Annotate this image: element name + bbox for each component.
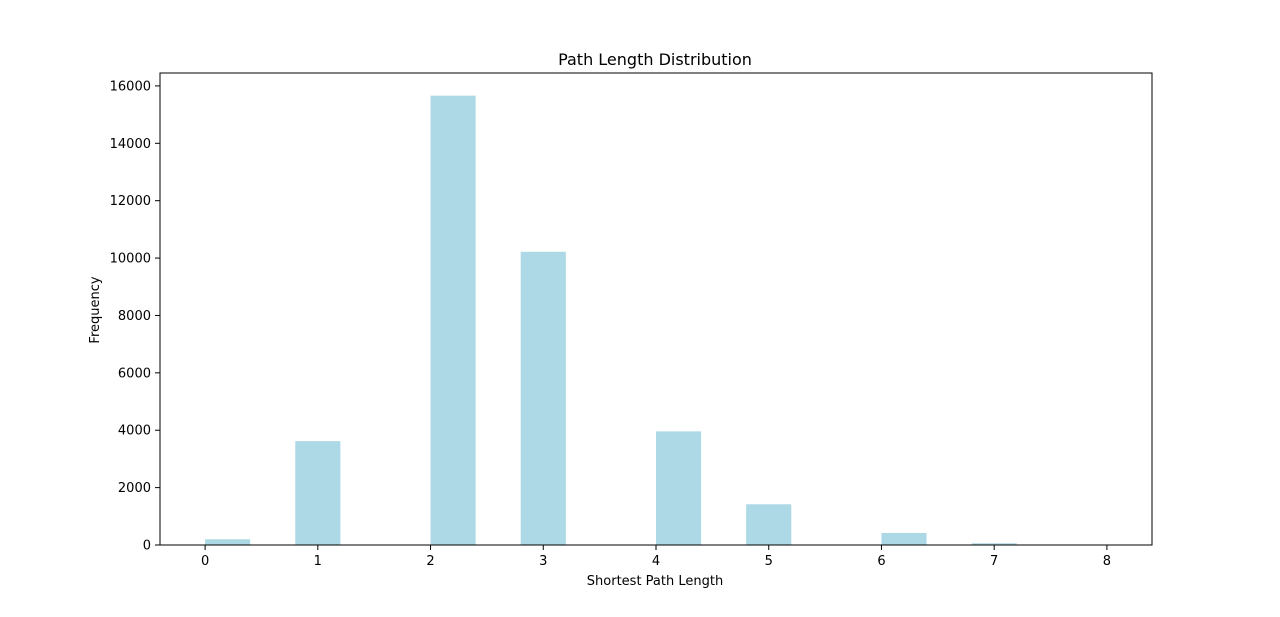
histogram-bar-1 (295, 441, 340, 545)
x-tick-label: 3 (539, 554, 547, 569)
y-axis-label: Frequency (88, 276, 103, 343)
y-tick-label: 10000 (110, 252, 151, 267)
histogram-bar-6 (881, 533, 926, 545)
histogram-bar-5 (746, 504, 791, 545)
y-tick-label: 2000 (118, 481, 151, 496)
y-tick-label: 8000 (118, 309, 151, 324)
x-tick-label: 0 (201, 554, 209, 569)
y-tick-label: 6000 (118, 366, 151, 381)
x-axis-label: Shortest Path Length (587, 574, 723, 589)
histogram-bar-4 (656, 431, 701, 545)
histogram-bar-3 (521, 252, 566, 545)
bars-layer (205, 96, 1107, 545)
y-tick-label: 12000 (110, 194, 151, 209)
x-tick-label: 6 (877, 554, 885, 569)
x-tick-label: 8 (1103, 554, 1111, 569)
x-tick-label: 2 (426, 554, 434, 569)
y-tick-label: 14000 (110, 137, 151, 152)
y-tick-label: 16000 (110, 79, 151, 94)
ticks-layer: 0 1 2 3 4 5 6 7 8 0 2000 4000 6000 8000 10000 12000 1400… (110, 79, 1111, 569)
y-tick-label: 4000 (118, 424, 151, 439)
chart-title: Path Length Distribution (558, 50, 752, 69)
x-tick-label: 7 (990, 554, 998, 569)
histogram-bar-2 (431, 96, 476, 545)
histogram-bar-0 (205, 539, 250, 545)
y-tick-label: 0 (143, 539, 151, 554)
x-tick-label: 1 (314, 554, 322, 569)
x-tick-label: 4 (652, 554, 660, 569)
x-tick-label: 5 (765, 554, 773, 569)
